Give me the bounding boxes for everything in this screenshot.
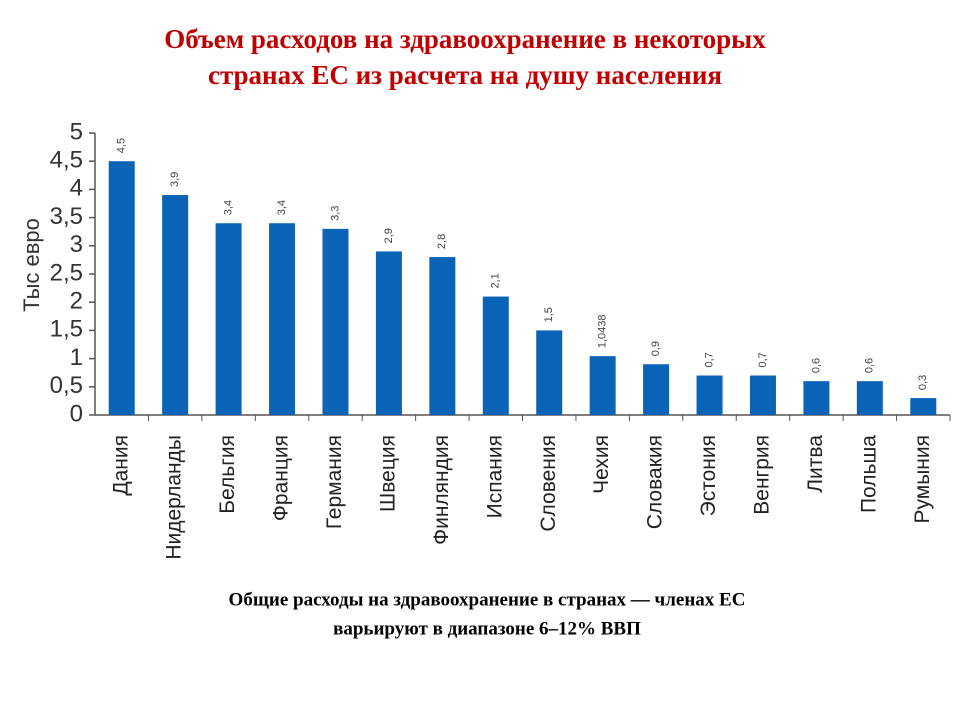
x-tick-label: Словения xyxy=(537,435,560,532)
value-label: 0,9 xyxy=(650,341,662,356)
bar xyxy=(643,364,670,415)
y-tick-label: 1,5 xyxy=(50,316,83,343)
value-label: 3,4 xyxy=(223,200,235,215)
y-tick-label: 0,5 xyxy=(50,372,83,399)
y-tick-label: 1 xyxy=(70,344,83,371)
value-label: 3,3 xyxy=(329,206,341,221)
bar xyxy=(856,381,883,415)
y-tick-label: 4 xyxy=(70,175,83,202)
bar xyxy=(215,223,242,415)
bar xyxy=(749,375,776,415)
bar xyxy=(162,195,189,415)
y-tick-label: 3,5 xyxy=(50,203,83,230)
bar xyxy=(589,356,616,415)
value-label: 1,0438 xyxy=(597,314,609,348)
chart-title: странах ЕС из расчета на душу населения xyxy=(208,60,722,90)
bar xyxy=(803,381,830,415)
value-label: 2,8 xyxy=(436,234,448,249)
value-label: 0,7 xyxy=(703,352,715,367)
bar xyxy=(696,375,723,415)
value-label: 0,7 xyxy=(757,352,769,367)
y-tick-label: 0 xyxy=(70,400,83,427)
x-tick-label: Нидерланды xyxy=(163,435,186,560)
y-tick-label: 5 xyxy=(70,118,83,145)
x-tick-label: Румыния xyxy=(911,435,934,524)
value-label: 2,1 xyxy=(490,273,502,288)
value-label: 1,5 xyxy=(543,307,555,322)
chart-title: Объем расходов на здравоохранение в неко… xyxy=(164,24,766,54)
y-axis-label: Тыс евро xyxy=(19,218,44,312)
bar xyxy=(482,296,509,415)
x-tick-label: Венгрия xyxy=(751,435,774,515)
x-tick-label: Чехия xyxy=(590,435,613,494)
y-tick-label: 4,5 xyxy=(50,147,83,174)
x-tick-label: Польша xyxy=(857,435,880,513)
bar xyxy=(375,251,402,415)
y-tick-label: 2 xyxy=(70,288,83,315)
value-label: 2,9 xyxy=(383,228,395,243)
x-tick-label: Литва xyxy=(804,435,827,493)
bar xyxy=(429,257,456,415)
x-tick-label: Испания xyxy=(483,435,506,518)
y-tick-label: 3 xyxy=(70,231,83,258)
x-tick-label: Дания xyxy=(109,435,132,496)
y-tick-label: 2,5 xyxy=(50,259,83,286)
footnote: варьируют в диапазоне 6–12% ВВП xyxy=(333,618,641,639)
bar xyxy=(108,161,135,415)
x-tick-label: Словакия xyxy=(644,435,667,529)
value-label: 3,4 xyxy=(276,200,288,215)
x-tick-label: Бельгия xyxy=(216,435,239,514)
bar xyxy=(910,398,937,415)
x-tick-label: Франция xyxy=(270,435,293,521)
bar xyxy=(269,223,296,415)
bar xyxy=(536,330,563,415)
value-label: 0,3 xyxy=(917,375,929,390)
x-tick-label: Швеция xyxy=(376,435,399,512)
value-label: 3,9 xyxy=(169,172,181,187)
value-label: 0,6 xyxy=(864,358,876,373)
footnote: Общие расходы на здравоохранение в стран… xyxy=(229,589,746,610)
x-tick-label: Германия xyxy=(323,435,346,529)
bar xyxy=(322,228,349,415)
x-tick-label: Финляндия xyxy=(430,435,453,545)
value-label: 0,6 xyxy=(810,358,822,373)
x-tick-label: Эстония xyxy=(697,435,720,516)
value-label: 4,5 xyxy=(116,138,128,153)
